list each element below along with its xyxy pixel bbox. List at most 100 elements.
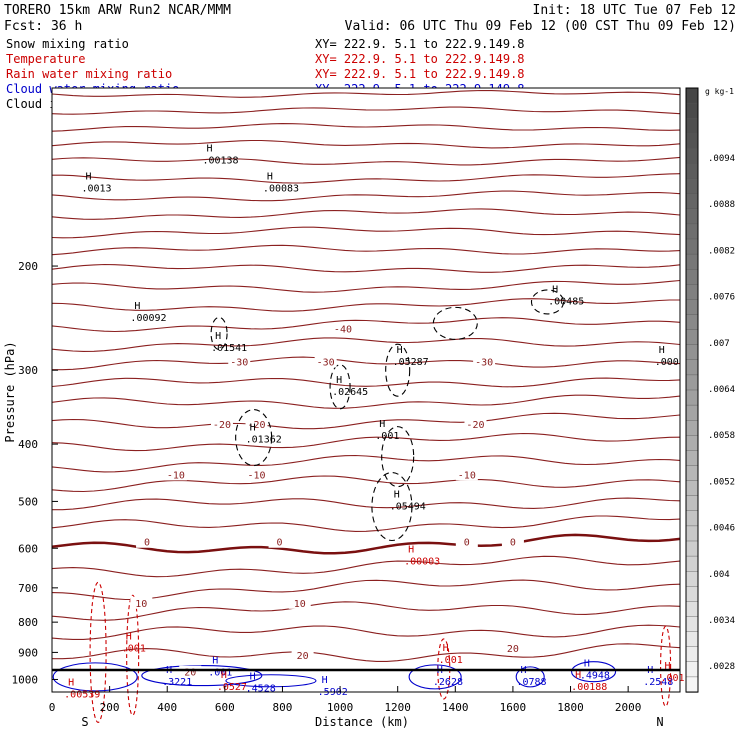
colorbar-cell [685, 510, 699, 527]
colorbar-cell [685, 163, 699, 180]
colorbar-cell [685, 102, 699, 119]
temperature-label-bg [245, 468, 268, 481]
hydrometeor-contour [408, 664, 462, 690]
maximum-marker: H [85, 171, 91, 182]
isotherm-line [51, 454, 681, 473]
temperature-label: -30 [230, 357, 248, 368]
colorbar-cell [685, 676, 699, 693]
colorbar-cell [685, 344, 699, 361]
colorbar-tick-label: .0076 [708, 293, 735, 303]
maximum-value: .5902 [318, 687, 348, 698]
x-tick-label: 1400 [442, 701, 469, 714]
temperature-label: 0 [277, 538, 283, 549]
maximum-value: .01362 [246, 434, 282, 445]
x-tick-label: 1800 [557, 701, 584, 714]
colorbar-cell [685, 540, 699, 557]
colorbar-cell [685, 661, 699, 678]
temperature-label-bg [179, 665, 202, 678]
maximum-marker: H [394, 489, 400, 500]
isotherm-line [52, 356, 681, 371]
maximum-marker: H [221, 670, 227, 681]
forecast-hour: Fcst: 36 h [4, 19, 82, 34]
x-tick-label: 600 [215, 701, 235, 714]
maximum-marker: H [408, 545, 414, 556]
isotherm-line [51, 624, 681, 640]
maximum-marker: H [379, 419, 385, 430]
isotherm-line [52, 643, 681, 662]
maximum-marker: H [336, 375, 342, 386]
colorbar-cell [685, 555, 699, 572]
temperature-label-bg [473, 355, 496, 368]
plot-background [52, 88, 680, 692]
isotherm-line [51, 244, 681, 256]
temperature-label: -40 [334, 324, 352, 335]
isotherm-line [51, 533, 681, 555]
colorbar-tick-label: .004 [708, 570, 730, 580]
x-tick-label: 1200 [384, 701, 411, 714]
maximum-value: .4528 [246, 683, 276, 694]
colorbar-cell [685, 314, 699, 331]
hydrometeor-contours [52, 289, 672, 723]
temperature-label-bg [245, 418, 268, 431]
colorbar: g kg-1 .0094 .0088 .0082 .0076 .007 .0064 .005… [685, 87, 735, 693]
x-tick-label: 200 [100, 701, 120, 714]
isotherm-line [51, 190, 681, 202]
colorbar-cell [685, 148, 699, 165]
plot-frame [51, 87, 681, 693]
maximum-value: .001 [660, 673, 684, 684]
maximum-marker: H [206, 143, 212, 154]
colorbar-cell [685, 87, 699, 104]
isotherm-line [51, 106, 681, 115]
temperature-label: -20 [466, 420, 484, 431]
x-axis-label: Distance (km) [315, 715, 409, 729]
colorbar-cell [685, 178, 699, 195]
hydrometeor-contour [210, 316, 228, 350]
colorbar-frame [685, 87, 699, 693]
colorbar-tick-label: .0028 [708, 662, 735, 672]
x-tick-label: 800 [273, 701, 293, 714]
maximum-marker: H [664, 661, 670, 672]
field-xy-range: XY= 222.9. 5.1 to 222.9.149.8 [315, 52, 525, 66]
colorbar-cell [685, 465, 699, 482]
maximum-marker: H [659, 345, 665, 356]
colorbar-cell [685, 269, 699, 286]
colorbar-cell [685, 631, 699, 648]
maximum-marker: H [68, 678, 74, 689]
x-tick-label: 2000 [615, 701, 642, 714]
colorbar-cell [685, 601, 699, 618]
temperature-label: -30 [317, 357, 335, 368]
right-endpoint-label: N [656, 715, 663, 729]
maximum-value: .01541 [211, 343, 247, 354]
isotherm-line [51, 263, 681, 273]
maximum-value: .2628 [433, 677, 463, 688]
temperature-label-bg [455, 535, 478, 548]
colorbar-cell [685, 525, 699, 542]
isotherm-line [51, 298, 680, 312]
colorbar-cell [685, 480, 699, 497]
maximum-value: .4948 [580, 670, 610, 681]
colorbar-cell [685, 374, 699, 391]
maximum-marker: H [250, 422, 256, 433]
isotherm-line [51, 601, 681, 621]
isotherm-line [51, 555, 681, 578]
y-tick-label: 900 [18, 646, 38, 659]
temperature-label-bg [331, 322, 354, 335]
temperature-label: 0 [144, 538, 150, 549]
temperature-label: 0 [464, 538, 470, 549]
left-endpoint-label: S [81, 715, 88, 729]
isotherm-line [51, 475, 681, 493]
colorbar-cell [685, 586, 699, 603]
field-xy-range: XY= 222.9. 5.1 to 222.9.149.8 [315, 67, 525, 81]
temperature-label: -10 [248, 470, 266, 481]
colorbar-unit: g kg-1 [705, 87, 734, 96]
y-tick-label: 1000 [12, 673, 39, 686]
x-tick-label: 1000 [327, 701, 354, 714]
hydrometeor-contour [530, 289, 565, 315]
temperature-label: -30 [475, 357, 493, 368]
hydrometeor-contour [371, 471, 413, 542]
colorbar-tick-label: .0064 [708, 385, 735, 395]
maximum-value: .2548 [643, 677, 673, 688]
maximum-marker: H [397, 345, 403, 356]
temperature-label-bg [136, 535, 159, 548]
